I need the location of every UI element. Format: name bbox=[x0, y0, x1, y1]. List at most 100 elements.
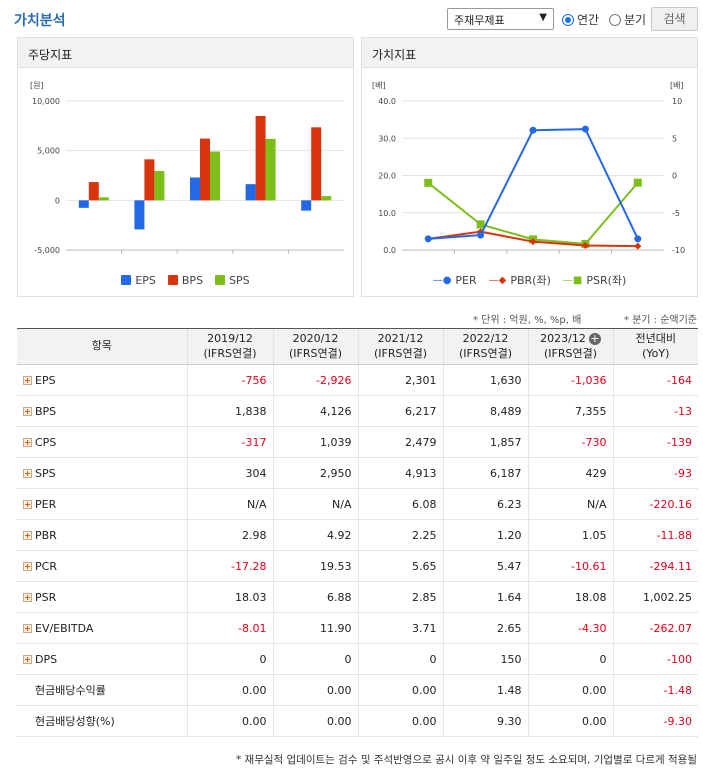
point-per[interactable] bbox=[529, 126, 537, 134]
expand-row-icon[interactable] bbox=[23, 624, 32, 633]
bar-bps[interactable] bbox=[255, 116, 266, 201]
legend-label: BPS bbox=[181, 273, 204, 287]
row-label-cell[interactable]: CPS bbox=[17, 426, 187, 458]
y-right-tick-label: -5 bbox=[672, 209, 680, 218]
bar-eps[interactable] bbox=[301, 200, 312, 211]
expand-row-icon[interactable] bbox=[23, 500, 32, 509]
expand-row-icon[interactable] bbox=[23, 407, 32, 416]
legend-label: PSR(좌) bbox=[586, 274, 627, 287]
table-cell: -1.48 bbox=[612, 674, 698, 706]
table-cell: -262.07 bbox=[612, 612, 698, 644]
line-chart-legend: —● PER —◆ PBR(좌) —■ PSR(좌) bbox=[362, 272, 697, 288]
point-per[interactable] bbox=[634, 235, 642, 243]
table-cell: 19.53 bbox=[272, 550, 358, 582]
legend-item[interactable]: —■ PSR(좌) bbox=[563, 272, 626, 288]
table-cell: 5.47 bbox=[442, 550, 528, 582]
table-cell: 6,187 bbox=[442, 457, 528, 489]
point-pbr[interactable] bbox=[529, 238, 537, 246]
expand-row-icon[interactable] bbox=[23, 531, 32, 540]
expand-row-icon[interactable] bbox=[23, 438, 32, 447]
bar-sps[interactable] bbox=[321, 196, 332, 201]
bar-eps[interactable] bbox=[245, 184, 256, 201]
expand-row-icon[interactable] bbox=[23, 376, 32, 385]
table-cell: 0.00 bbox=[527, 674, 613, 706]
expand-column-icon[interactable]: + bbox=[588, 332, 601, 346]
table-row: PBR 2.98 4.92 2.25 1.20 1.05 -11.88 bbox=[17, 519, 698, 551]
point-per[interactable] bbox=[424, 235, 432, 243]
column-header-label: 2019/12 bbox=[207, 332, 253, 346]
point-per[interactable] bbox=[581, 125, 589, 133]
valuation-table: 항목 2019/12 (IFRS연결) 2020/12 (IFRS연결) 2021/12(… bbox=[17, 328, 698, 737]
table-row: 현금배당수익률 0.00 0.00 0.00 1.48 0.00 -1.48 bbox=[17, 674, 698, 706]
row-label-cell[interactable]: EPS bbox=[17, 364, 187, 396]
y-right-tick-label: -10 bbox=[672, 246, 685, 255]
row-label-cell[interactable]: PCR bbox=[17, 550, 187, 582]
table-cell: 1,857 bbox=[442, 426, 528, 458]
row-label-cell[interactable]: BPS bbox=[17, 395, 187, 427]
point-per[interactable] bbox=[477, 231, 485, 239]
row-label-cell[interactable]: SPS bbox=[17, 457, 187, 489]
legend-item[interactable]: —◆ PBR(좌) bbox=[489, 272, 551, 288]
expand-row-icon[interactable] bbox=[23, 469, 32, 478]
legend-item[interactable]: BPS bbox=[167, 273, 204, 287]
table-header-row: 항목 2019/12 (IFRS연결) 2020/12 (IFRS연결) 2021/12(… bbox=[17, 328, 698, 365]
table-cell: -4.30 bbox=[527, 612, 613, 644]
point-pbr[interactable] bbox=[634, 242, 642, 250]
bar-sps[interactable] bbox=[154, 171, 165, 201]
row-label: 현금배당수익률 bbox=[35, 684, 106, 697]
valuation-panel: 가치지표 [배] [배] 40.0 10 30.0 5 20.0 0 10.0 -5 0.0 -10 2… bbox=[361, 37, 698, 297]
expand-row-icon[interactable] bbox=[23, 655, 32, 664]
search-button[interactable]: 검색 bbox=[651, 7, 698, 31]
table-cell: 18.03 bbox=[186, 581, 273, 613]
column-header: 2019/12 (IFRS연결) bbox=[186, 328, 273, 365]
row-label-cell[interactable]: PSR bbox=[17, 581, 187, 613]
footnote: * 재무실적 업데이트는 검수 및 주석반영으로 공시 이후 약 일주일 정도 … bbox=[235, 754, 697, 766]
table-cell: -220.16 bbox=[612, 488, 698, 520]
point-pbr[interactable] bbox=[581, 242, 589, 250]
row-label-cell[interactable]: DPS bbox=[17, 643, 187, 675]
table-row: 현금배당성향(%) 0.00 0.00 0.00 9.30 0.00 -9.30 bbox=[17, 705, 698, 737]
table-cell: -13 bbox=[612, 395, 698, 427]
table-cell: 0.00 bbox=[186, 674, 273, 706]
bar-eps[interactable] bbox=[190, 177, 200, 201]
expand-row-icon[interactable] bbox=[23, 562, 32, 571]
table-cell: 1.20 bbox=[442, 519, 528, 551]
legend-item[interactable]: EPS bbox=[121, 274, 156, 287]
expand-row-icon[interactable] bbox=[23, 593, 32, 602]
y-right-tick-label: 10 bbox=[672, 97, 682, 106]
table-cell: -8.01 bbox=[186, 612, 273, 644]
legend-item[interactable]: —● PER bbox=[433, 274, 477, 287]
radio-annual[interactable]: 연간 bbox=[562, 11, 599, 28]
table-row: PCR -17.28 19.53 5.65 5.47 -10.61 -294.11 bbox=[17, 550, 698, 582]
y-right-tick-label: 0 bbox=[672, 172, 677, 181]
legend-item[interactable]: SPS bbox=[215, 274, 250, 287]
page-title: 가치분석 bbox=[14, 13, 66, 29]
y-unit-label: [원] bbox=[30, 81, 44, 90]
radio-checked-icon bbox=[562, 13, 574, 26]
bar-bps[interactable] bbox=[311, 127, 322, 201]
bar-sps[interactable] bbox=[210, 151, 220, 201]
bar-bps[interactable] bbox=[88, 182, 99, 201]
row-label-cell[interactable]: PER bbox=[17, 488, 187, 520]
series-line-per bbox=[428, 128, 639, 240]
point-psr[interactable] bbox=[633, 178, 642, 187]
point-psr[interactable] bbox=[424, 178, 433, 187]
table-cell: -17.28 bbox=[186, 550, 273, 582]
bar-sps[interactable] bbox=[98, 197, 109, 201]
radio-quarter[interactable]: 분기 bbox=[609, 11, 646, 28]
row-label-cell[interactable]: EV/EBITDA bbox=[17, 612, 187, 644]
bar-eps[interactable] bbox=[78, 200, 89, 208]
point-psr[interactable] bbox=[476, 220, 485, 229]
bar-bps[interactable] bbox=[144, 159, 155, 201]
bar-bps[interactable] bbox=[200, 138, 210, 201]
x-tick-label: 2020/12 bbox=[133, 257, 166, 258]
bar-eps[interactable] bbox=[134, 200, 145, 230]
row-label-cell[interactable]: PBR bbox=[17, 519, 187, 551]
bar-sps[interactable] bbox=[265, 138, 276, 201]
statement-select[interactable]: 주재무제표 ▼ bbox=[447, 8, 554, 30]
x-tick-label: 2022/12 bbox=[244, 257, 277, 258]
column-header-sub: (YoY) bbox=[642, 346, 670, 360]
row-label-cell: 현금배당수익률 bbox=[17, 674, 187, 706]
table-cell: N/A bbox=[527, 488, 613, 520]
column-header-label: 2023/12 bbox=[540, 332, 586, 346]
